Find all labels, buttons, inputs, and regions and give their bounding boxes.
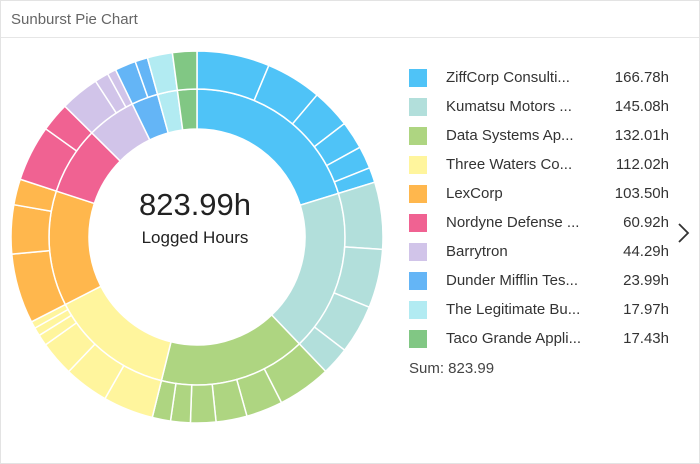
legend-item-label: Nordyne Defense ... bbox=[446, 214, 580, 231]
legend-item-label: ZiffCorp Consulti... bbox=[446, 69, 570, 86]
legend-item[interactable]: Data Systems Ap... 132.01h bbox=[409, 121, 669, 150]
legend-item-value: 112.02h bbox=[615, 156, 669, 173]
legend-swatch bbox=[409, 213, 427, 232]
legend-swatch bbox=[409, 300, 427, 319]
legend-item[interactable]: Three Waters Co... 112.02h bbox=[409, 150, 669, 179]
legend-item-value: 103.50h bbox=[614, 185, 669, 202]
legend-swatch bbox=[409, 184, 427, 203]
card-header: Sunburst Pie Chart bbox=[1, 1, 699, 38]
legend-item[interactable]: Barrytron 44.29h bbox=[409, 237, 669, 266]
card-title: Sunburst Pie Chart bbox=[11, 10, 138, 28]
legend-item-label: LexCorp bbox=[446, 185, 503, 202]
chart-legend: ZiffCorp Consulti... 166.78h Kumatsu Mot… bbox=[409, 63, 669, 377]
legend-swatch bbox=[409, 242, 427, 261]
legend-item-value: 145.08h bbox=[614, 98, 669, 115]
legend-item-label: Data Systems Ap... bbox=[446, 127, 574, 144]
legend-item[interactable]: Taco Grande Appli... 17.43h bbox=[409, 324, 669, 353]
legend-item[interactable]: Kumatsu Motors ... 145.08h bbox=[409, 92, 669, 121]
legend-item-label: Three Waters Co... bbox=[446, 156, 573, 173]
legend-item-label: Dunder Mifflin Tes... bbox=[446, 272, 579, 289]
legend-item-value: 166.78h bbox=[614, 69, 669, 86]
legend-item[interactable]: LexCorp 103.50h bbox=[409, 179, 669, 208]
legend-item-value: 17.97h bbox=[623, 301, 669, 318]
legend-item[interactable]: Nordyne Defense ... 60.92h bbox=[409, 208, 669, 237]
legend-swatch bbox=[409, 329, 427, 348]
chevron-right-icon[interactable] bbox=[673, 221, 693, 245]
legend-item-label: Barrytron bbox=[446, 243, 508, 260]
legend-swatch bbox=[409, 97, 427, 116]
legend-item[interactable]: Dunder Mifflin Tes... 23.99h bbox=[409, 266, 669, 295]
sunburst-outer-slice[interactable] bbox=[337, 181, 384, 251]
legend-item-label: The Legitimate Bu... bbox=[446, 301, 581, 318]
legend-swatch bbox=[409, 126, 427, 145]
legend-item-value: 44.29h bbox=[623, 243, 669, 260]
legend-swatch bbox=[409, 68, 427, 87]
legend-item-value: 132.01h bbox=[614, 127, 669, 144]
sunburst-outer-slice[interactable] bbox=[189, 383, 217, 424]
sunburst-outer-slice[interactable] bbox=[171, 50, 198, 92]
legend-swatch bbox=[409, 271, 427, 290]
legend-item-label: Kumatsu Motors ... bbox=[446, 98, 572, 115]
sunburst-chart bbox=[10, 50, 384, 424]
sunburst-outer-slice[interactable] bbox=[10, 203, 53, 255]
legend-item[interactable]: The Legitimate Bu... 17.97h bbox=[409, 295, 669, 324]
legend-swatch bbox=[409, 155, 427, 174]
legend-item-value: 17.43h bbox=[623, 330, 669, 347]
legend-item-value: 23.99h bbox=[623, 272, 669, 289]
legend-item-label: Taco Grande Appli... bbox=[446, 330, 582, 347]
legend-sum: Sum: 823.99 bbox=[409, 360, 495, 377]
legend-item-value: 60.92h bbox=[623, 214, 669, 231]
legend-item[interactable]: ZiffCorp Consulti... 166.78h bbox=[409, 63, 669, 92]
